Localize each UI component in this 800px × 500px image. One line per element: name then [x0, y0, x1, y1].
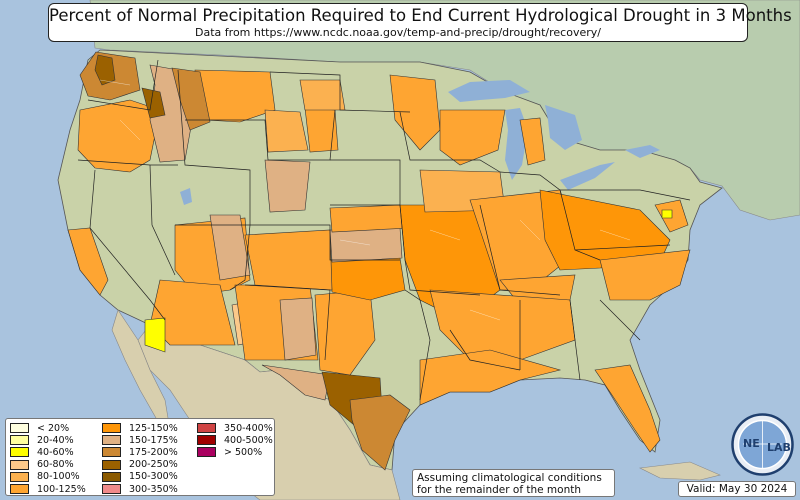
legend-label: 150-175% — [129, 434, 178, 446]
legend-item: 150-300% — [102, 471, 197, 483]
legend-label: 175-200% — [129, 446, 178, 458]
legend-swatch — [102, 435, 121, 446]
region-florida — [594, 364, 661, 453]
legend-label: 350-400% — [224, 422, 273, 434]
legend-label: 125-150% — [129, 422, 178, 434]
region-lower-michigan — [519, 117, 546, 166]
region-pacific-northwest — [77, 99, 161, 173]
legend-label: 100-125% — [37, 483, 86, 495]
legend-item: 40-60% — [10, 446, 102, 458]
great-salt-lake — [180, 188, 192, 205]
legend-item: 300-350% — [102, 483, 197, 495]
lake-erie — [560, 162, 615, 190]
region-wyoming — [264, 109, 309, 153]
state-boundaries — [77, 59, 691, 401]
region-central-plains — [244, 229, 333, 291]
nexlab-logo: NE LAB — [731, 413, 794, 476]
legend-swatch — [10, 484, 29, 495]
legend-label: 40-60% — [37, 446, 74, 458]
region-kansas — [329, 227, 403, 263]
region-washington-dark — [94, 54, 116, 86]
legend-label: 60-80% — [37, 459, 74, 471]
legend-label: > 500% — [224, 446, 263, 458]
region-nebraska-south — [329, 204, 411, 233]
region-upper-midwest — [389, 74, 441, 151]
legend-swatch — [102, 423, 121, 434]
valid-date-label: Valid: May 30 2024 — [678, 481, 796, 497]
logo-text-ne: NE — [743, 437, 760, 450]
legend-swatch — [102, 459, 121, 470]
logo-text-lab: LAB — [767, 441, 791, 454]
legend-label: 200-250% — [129, 459, 178, 471]
legend-item: 60-80% — [10, 459, 102, 471]
legend-swatch — [102, 471, 121, 482]
legend-swatch — [10, 435, 29, 446]
legend-item: 20-40% — [10, 434, 102, 446]
legend-swatch — [197, 435, 216, 446]
legend-grid: < 20% 20-40% 40-60% 60-80% 80-100% 100-125% 12… — [10, 422, 277, 495]
legend-item: 200-250% — [102, 459, 197, 471]
legend-swatch — [10, 447, 29, 458]
legend-swatch — [102, 484, 121, 495]
legend-label: 400-500% — [224, 434, 273, 446]
region-carolinas — [599, 249, 691, 301]
region-south-texas — [349, 394, 411, 471]
legend-item: 400-500% — [197, 434, 277, 446]
legend-swatch — [10, 471, 29, 482]
legend-swatch — [102, 447, 121, 458]
region-north-plains — [299, 79, 346, 111]
legend-item: 100-125% — [10, 483, 102, 495]
region-montana-brown — [171, 67, 211, 131]
region-new-mexico-tan — [279, 297, 317, 361]
legend-label: 20-40% — [37, 434, 74, 446]
legend-label: 80-100% — [37, 471, 80, 483]
lake-huron — [545, 105, 582, 150]
note-line-2: for the remainder of the month — [417, 484, 582, 496]
region-west-texas — [261, 364, 331, 401]
region-gulf-coast — [419, 349, 562, 406]
note-line-1: Assuming climatological conditions — [417, 472, 602, 484]
legend-label: < 20% — [37, 422, 70, 434]
region-maryland-yellow — [661, 209, 673, 219]
region-colorado — [264, 159, 311, 213]
map-title: Percent of Normal Precipitation Required… — [49, 6, 792, 25]
region-great-basin — [209, 214, 251, 281]
legend-label: 150-300% — [129, 471, 178, 483]
legend-label: 300-350% — [129, 483, 178, 495]
legend-item: < 20% — [10, 422, 102, 434]
title-panel: Percent of Normal Precipitation Required… — [48, 3, 792, 42]
legend-item: 150-175% — [102, 434, 197, 446]
legend-swatch — [197, 423, 216, 434]
legend-item: 350-400% — [197, 422, 277, 434]
legend-panel: < 20% 20-40% 40-60% 60-80% 80-100% 100-125% 12… — [5, 418, 275, 496]
lake-ontario — [625, 145, 660, 158]
legend-item: 80-100% — [10, 471, 102, 483]
legend-swatch — [197, 447, 216, 458]
legend-item: 175-200% — [102, 446, 197, 458]
region-michigan — [439, 109, 506, 166]
region-arizona-yellow — [144, 317, 166, 353]
legend-item: > 500% — [197, 446, 277, 458]
region-california — [67, 227, 109, 296]
cuba-island — [638, 461, 721, 481]
region-outlines — [99, 79, 631, 321]
map-subtitle: Data from https://www.ncdc.noaa.gov/temp… — [195, 26, 601, 39]
lake-superior — [448, 80, 530, 102]
legend-item: 125-150% — [102, 422, 197, 434]
region-idaho-dark — [141, 87, 166, 119]
legend-swatch — [10, 459, 29, 470]
legend-swatch — [10, 423, 29, 434]
assumption-note: Assuming climatological conditions for t… — [412, 469, 615, 497]
